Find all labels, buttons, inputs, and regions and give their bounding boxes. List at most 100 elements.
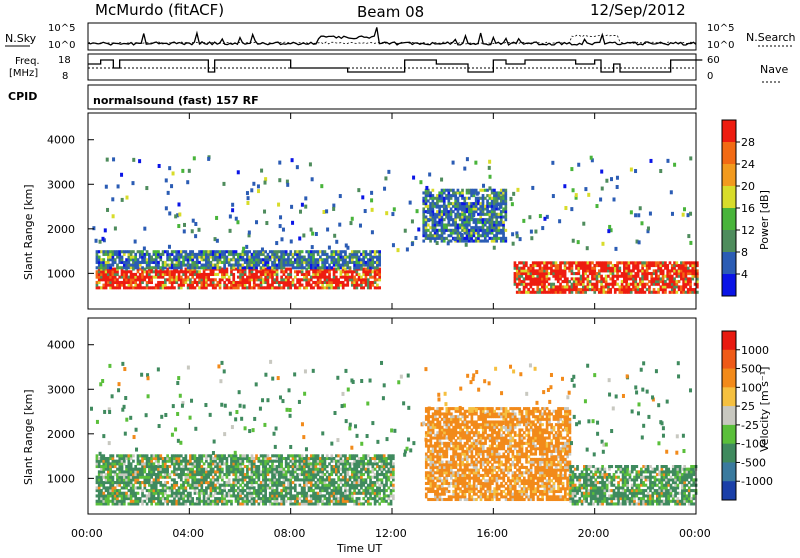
heatmap-cell — [365, 278, 368, 281]
heatmap-cell — [132, 286, 135, 289]
heatmap-cell — [303, 278, 306, 281]
heatmap-cell — [530, 236, 533, 240]
heatmap-cell — [264, 481, 267, 484]
heatmap-cell — [625, 267, 628, 270]
heatmap-cell — [219, 489, 222, 492]
heatmap-cell — [130, 253, 133, 256]
heatmap-cell — [109, 486, 112, 489]
heatmap-cell — [283, 266, 286, 269]
heatmap-cell — [244, 261, 247, 264]
heatmap-cell — [264, 250, 267, 253]
heatmap-cell — [153, 484, 156, 487]
heatmap-cell — [242, 460, 245, 463]
heatmap-cell — [219, 281, 222, 284]
heatmap-cell — [582, 283, 585, 286]
heatmap-cell — [324, 276, 327, 279]
heatmap-cell — [155, 484, 158, 487]
heatmap-cell — [326, 457, 329, 460]
heatmap-cell — [118, 261, 121, 264]
heatmap-cell — [438, 210, 441, 213]
heatmap-cell — [276, 473, 279, 476]
heatmap-cell — [244, 281, 247, 284]
heatmap-cell — [237, 481, 240, 484]
heatmap-cell — [312, 281, 315, 284]
heatmap-cell — [333, 486, 336, 489]
heatmap-cell — [200, 465, 203, 468]
heatmap-cell — [457, 226, 460, 229]
heatmap-cell — [242, 270, 245, 273]
heatmap-cell — [340, 258, 343, 261]
heatmap-cell — [335, 240, 338, 244]
heatmap-cell — [353, 266, 356, 269]
heatmap-cell — [623, 264, 626, 267]
heatmap-cell — [262, 502, 265, 505]
heatmap-cell — [312, 473, 315, 476]
heatmap-cell — [228, 281, 231, 284]
heatmap-cell — [454, 231, 457, 234]
heatmap-cell — [500, 210, 503, 213]
heatmap-cell — [564, 272, 567, 275]
heatmap-cell — [182, 494, 185, 497]
heatmap-cell — [246, 492, 249, 495]
heatmap-cell — [488, 186, 491, 190]
heatmap-cell — [299, 281, 302, 284]
heatmap-cell — [292, 284, 295, 287]
heatmap-cell — [123, 497, 126, 500]
heatmap-cell — [98, 286, 101, 289]
heatmap-cell — [107, 470, 110, 473]
heatmap-cell — [246, 465, 249, 468]
heatmap-cell — [96, 454, 99, 457]
heatmap-cell — [479, 213, 482, 216]
heatmap-cell — [662, 280, 665, 283]
heatmap-cell — [262, 470, 265, 473]
heatmap-cell — [337, 278, 340, 281]
heatmap-cell — [477, 240, 480, 243]
heatmap-cell — [134, 502, 137, 505]
heatmap-cell — [219, 476, 222, 479]
heatmap-cell — [128, 258, 131, 261]
heatmap-cell — [294, 270, 297, 273]
heatmap-cell — [166, 500, 169, 503]
heatmap-cell — [541, 261, 544, 264]
heatmap-cell — [434, 234, 437, 237]
heatmap-cell — [137, 470, 140, 473]
heatmap-cell — [321, 253, 324, 256]
heatmap-cell — [573, 285, 576, 288]
heatmap-cell — [162, 284, 165, 287]
heatmap-cell — [125, 473, 128, 476]
heatmap-cell — [301, 203, 304, 207]
heatmap-cell — [216, 462, 219, 465]
heatmap-cell — [194, 489, 197, 492]
heatmap-cell — [267, 457, 270, 460]
heatmap-cell — [105, 473, 108, 476]
heatmap-cell — [335, 500, 338, 503]
heatmap-cell — [637, 283, 640, 286]
heatmap-cell — [655, 283, 658, 286]
heatmap-cell — [216, 476, 219, 479]
heatmap-cell — [153, 492, 156, 495]
heatmap-cell — [294, 489, 297, 492]
heatmap-cell — [493, 213, 496, 216]
heatmap-cell — [171, 261, 174, 264]
heatmap-cell — [251, 457, 254, 460]
heatmap-cell — [500, 240, 503, 243]
heatmap-cell — [393, 207, 396, 211]
heatmap-cell — [479, 207, 482, 210]
heatmap-cell — [564, 261, 567, 264]
heatmap-cell — [378, 457, 381, 460]
heatmap-cell — [196, 273, 199, 276]
heatmap-cell — [248, 256, 251, 259]
cpid-value: normalsound (fast) 157 RF — [93, 94, 259, 107]
heatmap-cell — [457, 197, 460, 200]
heatmap-cell — [371, 497, 374, 500]
heatmap-cell — [123, 273, 126, 276]
heatmap-cell — [239, 497, 242, 500]
heatmap-cell — [230, 457, 233, 460]
heatmap-cell — [128, 460, 131, 463]
heatmap-cell — [600, 288, 603, 291]
heatmap-cell — [305, 286, 308, 289]
heatmap-cell — [246, 470, 249, 473]
heatmap-cell — [173, 492, 176, 495]
heatmap-cell — [559, 288, 562, 291]
heatmap-cell — [682, 275, 685, 278]
